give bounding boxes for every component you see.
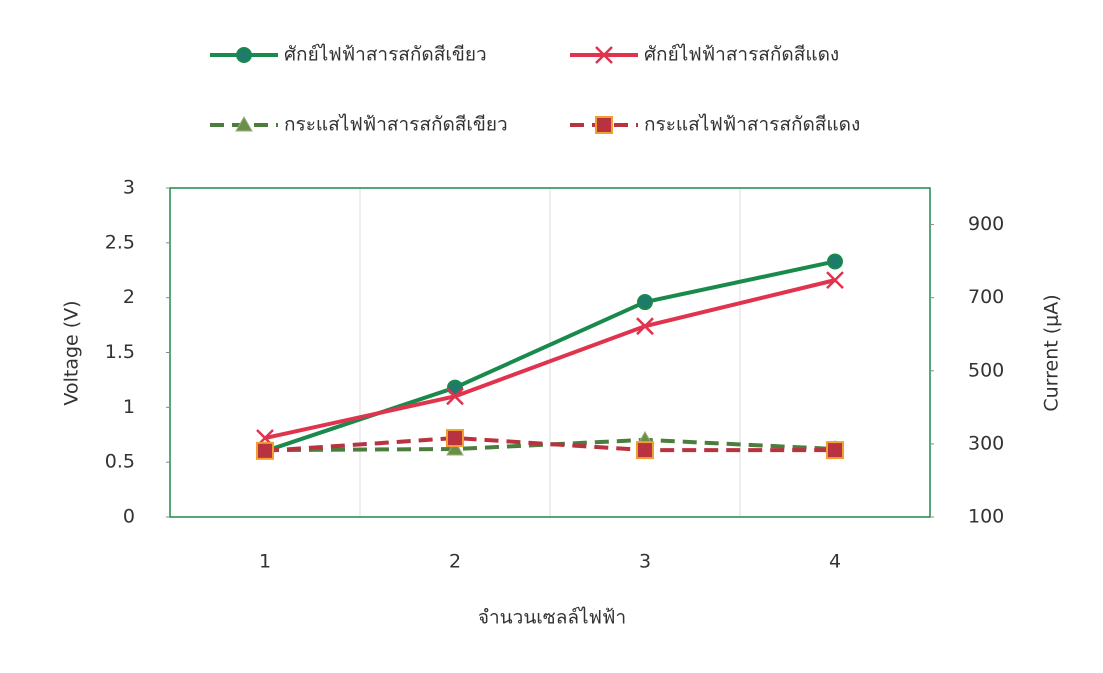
y2-tick-label: 700	[968, 286, 1004, 308]
legend-label: กระแสไฟฟ้าสารสกัดสีเขียว	[284, 114, 508, 136]
y-tick-label: 1.5	[105, 341, 135, 363]
y-tick-label: 1	[123, 396, 135, 418]
marker	[256, 441, 274, 460]
marker	[826, 271, 844, 290]
series-line	[264, 436, 835, 453]
y2-tick-label: 100	[968, 506, 1004, 528]
y-tick-label: 0.5	[105, 451, 135, 473]
marker	[235, 115, 253, 132]
marker	[637, 294, 653, 311]
legend-label: ศักย์ไฟฟ้าสารสกัดสีแดง	[644, 44, 839, 66]
marker	[827, 253, 843, 270]
y2-tick-label: 300	[968, 432, 1004, 454]
legend-label: ศักย์ไฟฟ้าสารสกัดสีเขียว	[284, 44, 487, 66]
y-axis-label: Voltage (V)	[61, 300, 83, 405]
x-tick-label: 4	[829, 551, 841, 573]
x-axis-label: จำนวนเซลล์ไฟฟ้า	[478, 607, 626, 629]
legend-label: กระแสไฟฟ้าสารสกัดสีแดง	[644, 114, 860, 136]
y-tick-label: 0	[123, 506, 135, 528]
x-tick-label: 3	[639, 551, 651, 573]
x-tick-label: 1	[259, 551, 271, 573]
marker	[595, 116, 613, 134]
y-tick-label: 3	[123, 177, 135, 199]
y2-axis-label: Current (μA)	[1041, 294, 1063, 411]
series-line	[264, 278, 836, 440]
marker	[826, 441, 844, 460]
marker	[595, 46, 613, 64]
marker	[636, 441, 654, 460]
marker	[446, 439, 464, 456]
y-tick-label: 2.5	[105, 231, 135, 253]
marker	[446, 387, 464, 406]
series-line	[264, 259, 836, 454]
y2-tick-label: 500	[968, 359, 1004, 381]
series-line	[264, 437, 836, 453]
marker	[446, 429, 464, 448]
y-tick-label: 2	[123, 286, 135, 308]
y2-tick-label: 900	[968, 213, 1004, 235]
x-tick-label: 2	[449, 551, 461, 573]
marker	[636, 317, 654, 336]
marker	[236, 47, 252, 63]
